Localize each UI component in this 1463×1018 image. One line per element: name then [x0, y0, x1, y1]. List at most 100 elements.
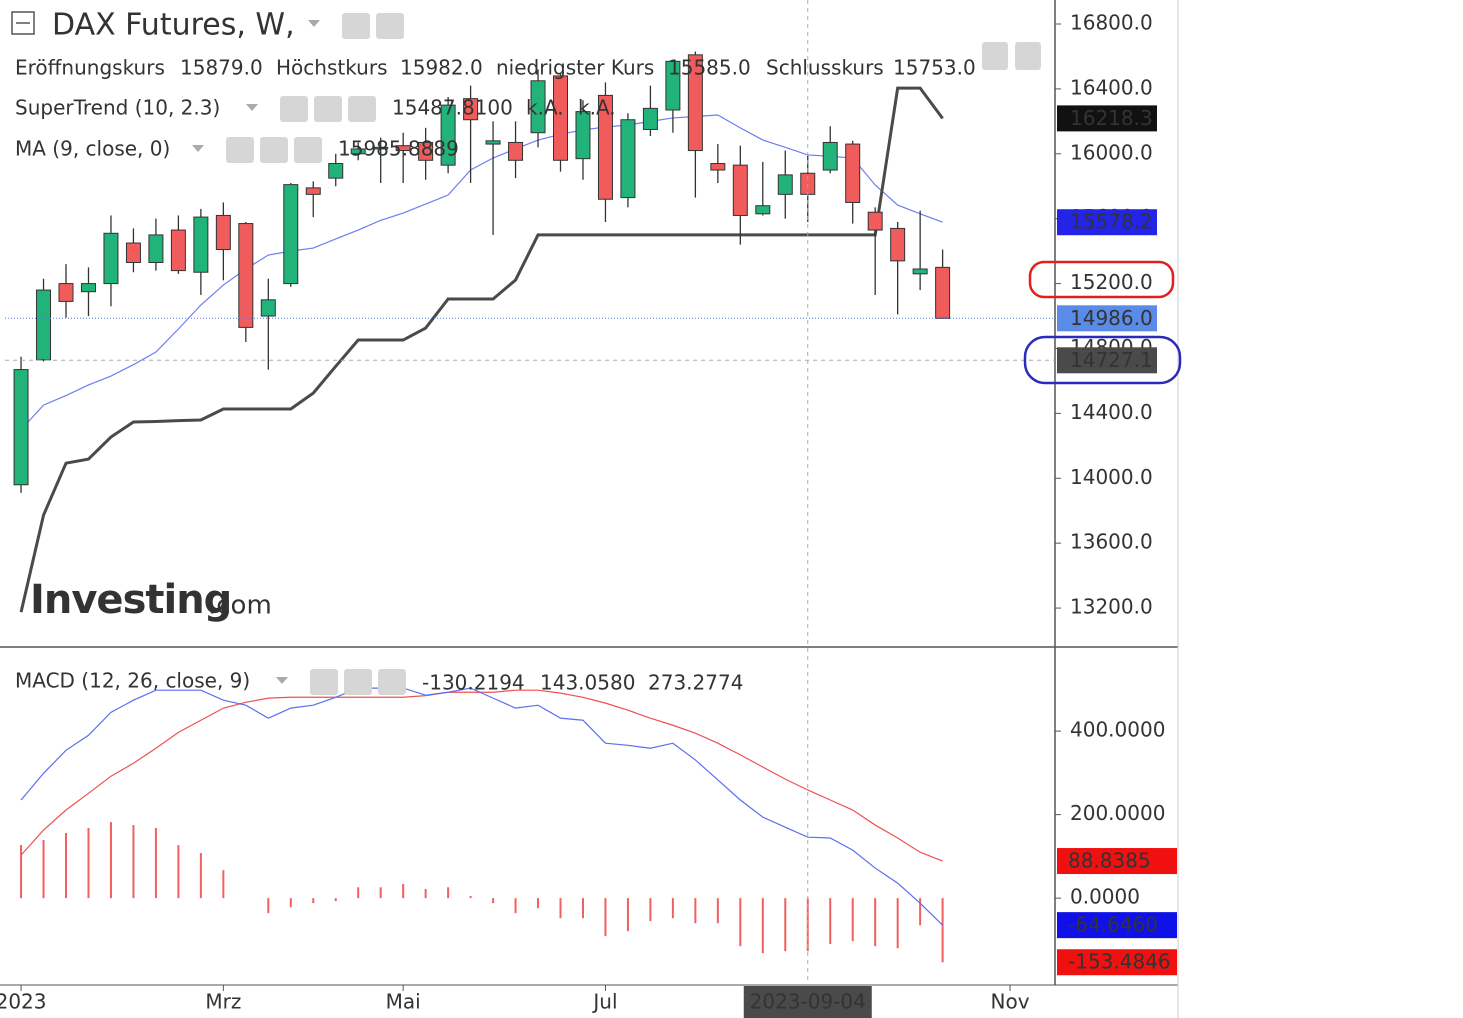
- candle-body: [283, 184, 299, 285]
- candle-body: [440, 104, 456, 166]
- crosshair-x-label: 2023-09-04: [750, 990, 866, 1014]
- y-tick-label: 16000.0: [1070, 140, 1153, 164]
- dropdown-caret[interactable]: [276, 677, 288, 684]
- ohlc-value: 15982.0: [400, 56, 483, 80]
- supertrend-value: 15487.8100: [392, 96, 513, 120]
- macd-value: 143.0580: [540, 671, 635, 695]
- candle-body: [328, 163, 344, 179]
- candle-body: [777, 174, 793, 195]
- macd-legend: MACD (12, 26, close, 9): [15, 669, 250, 693]
- ohlc-label: Schlusskurs: [766, 56, 884, 80]
- remove-icon[interactable]: [294, 137, 322, 163]
- remove-icon[interactable]: [378, 669, 406, 695]
- ohlc-label: niedrigster Kurs: [496, 56, 654, 80]
- candle-body: [642, 107, 658, 130]
- value-tag-label: -64.6460: [1068, 913, 1158, 937]
- candle-body: [125, 242, 141, 263]
- candle-body: [530, 80, 546, 134]
- candle-body: [148, 234, 164, 263]
- candle-body: [597, 94, 613, 200]
- candle-body: [193, 216, 209, 273]
- eye-icon[interactable]: [310, 669, 338, 695]
- candle-body: [103, 232, 119, 285]
- price-tag-label: 14986.0: [1070, 306, 1153, 330]
- candle-body: [80, 283, 96, 293]
- candle-body: [215, 214, 231, 251]
- candle-body: [845, 143, 861, 203]
- dropdown-caret[interactable]: [246, 104, 258, 111]
- remove-icon[interactable]: [348, 96, 376, 122]
- value-tag-label: -153.4846: [1068, 950, 1171, 974]
- candle-body: [13, 369, 29, 486]
- macd-value: 273.2774: [648, 671, 743, 695]
- y-tick-label: 14000.0: [1070, 465, 1153, 489]
- ohlc-label: Eröffnungskurs: [15, 56, 165, 80]
- y-tick-label: 14400.0: [1070, 400, 1153, 424]
- candle-body: [36, 289, 52, 361]
- candle-body: [485, 140, 501, 145]
- supertrend-value: k.A.: [526, 96, 564, 120]
- candle-body: [687, 54, 703, 152]
- value-tag-label: 88.8385: [1068, 849, 1151, 873]
- settings-icon[interactable]: [376, 13, 404, 39]
- price-tag-label: 16218.3: [1070, 106, 1153, 130]
- watermark: .com: [208, 591, 272, 621]
- dropdown-caret[interactable]: [192, 145, 204, 152]
- candle-body: [418, 141, 434, 161]
- ohlc-value: 15879.0: [180, 56, 263, 80]
- candle-body: [867, 211, 883, 231]
- macd-value: -130.2194: [422, 671, 525, 695]
- candle-body: [620, 119, 636, 199]
- settings-icon[interactable]: [344, 669, 372, 695]
- candle-body: [260, 299, 276, 317]
- candle-body: [238, 223, 254, 328]
- x-tick-label: Nov: [991, 990, 1030, 1014]
- updown-icon[interactable]: [1015, 42, 1041, 70]
- eye-icon[interactable]: [226, 137, 254, 163]
- eye-icon[interactable]: [342, 13, 370, 39]
- chart-title: DAX Futures, W,: [52, 8, 295, 43]
- y-tick-label: 200.0000: [1070, 801, 1165, 825]
- ohlc-value: 15585.0: [668, 56, 751, 80]
- price-tag-label: 14727.1: [1070, 348, 1153, 372]
- candle-body: [710, 163, 726, 171]
- supertrend-line: [19, 86, 944, 613]
- candle-body: [463, 98, 479, 121]
- candle-body: [305, 187, 321, 195]
- y-tick-label: 0.0000: [1070, 885, 1140, 909]
- candle-body: [508, 141, 524, 161]
- settings-icon[interactable]: [260, 137, 288, 163]
- ma-line: [20, 114, 943, 431]
- candle-body: [373, 146, 389, 150]
- candle-body: [665, 60, 681, 111]
- price-plot: [5, 51, 1055, 613]
- watermark: Investing: [30, 577, 231, 623]
- candle-body: [755, 205, 771, 215]
- dropdown-caret[interactable]: [308, 20, 320, 27]
- x-tick-label: 2023: [0, 990, 47, 1014]
- price-tag-label: 15578.2: [1070, 210, 1153, 234]
- candle-body: [553, 75, 569, 161]
- supertrend-legend: SuperTrend (10, 2.3): [15, 96, 220, 120]
- collapse-icon[interactable]: [11, 11, 35, 35]
- crosshair-x-tag: [743, 986, 872, 1018]
- value-tag: [1057, 949, 1177, 976]
- candle-body: [935, 266, 951, 319]
- x-tick-label: Jul: [591, 990, 617, 1014]
- x-tick-label: Mrz: [205, 990, 241, 1014]
- candle-body: [58, 283, 74, 302]
- eye-icon[interactable]: [280, 96, 308, 122]
- candle-body: [170, 229, 186, 272]
- candle-body: [350, 148, 366, 155]
- candle-body: [732, 164, 748, 216]
- ma-value: 15985.8889: [338, 137, 459, 161]
- settings-icon[interactable]: [314, 96, 342, 122]
- ohlc-value: 15753.0: [893, 56, 976, 80]
- y-tick-label: 13600.0: [1070, 530, 1153, 554]
- down-icon[interactable]: [982, 42, 1008, 70]
- price-tag: [1057, 305, 1157, 332]
- y-tick-label: 16800.0: [1070, 11, 1153, 35]
- candle-body: [575, 111, 591, 160]
